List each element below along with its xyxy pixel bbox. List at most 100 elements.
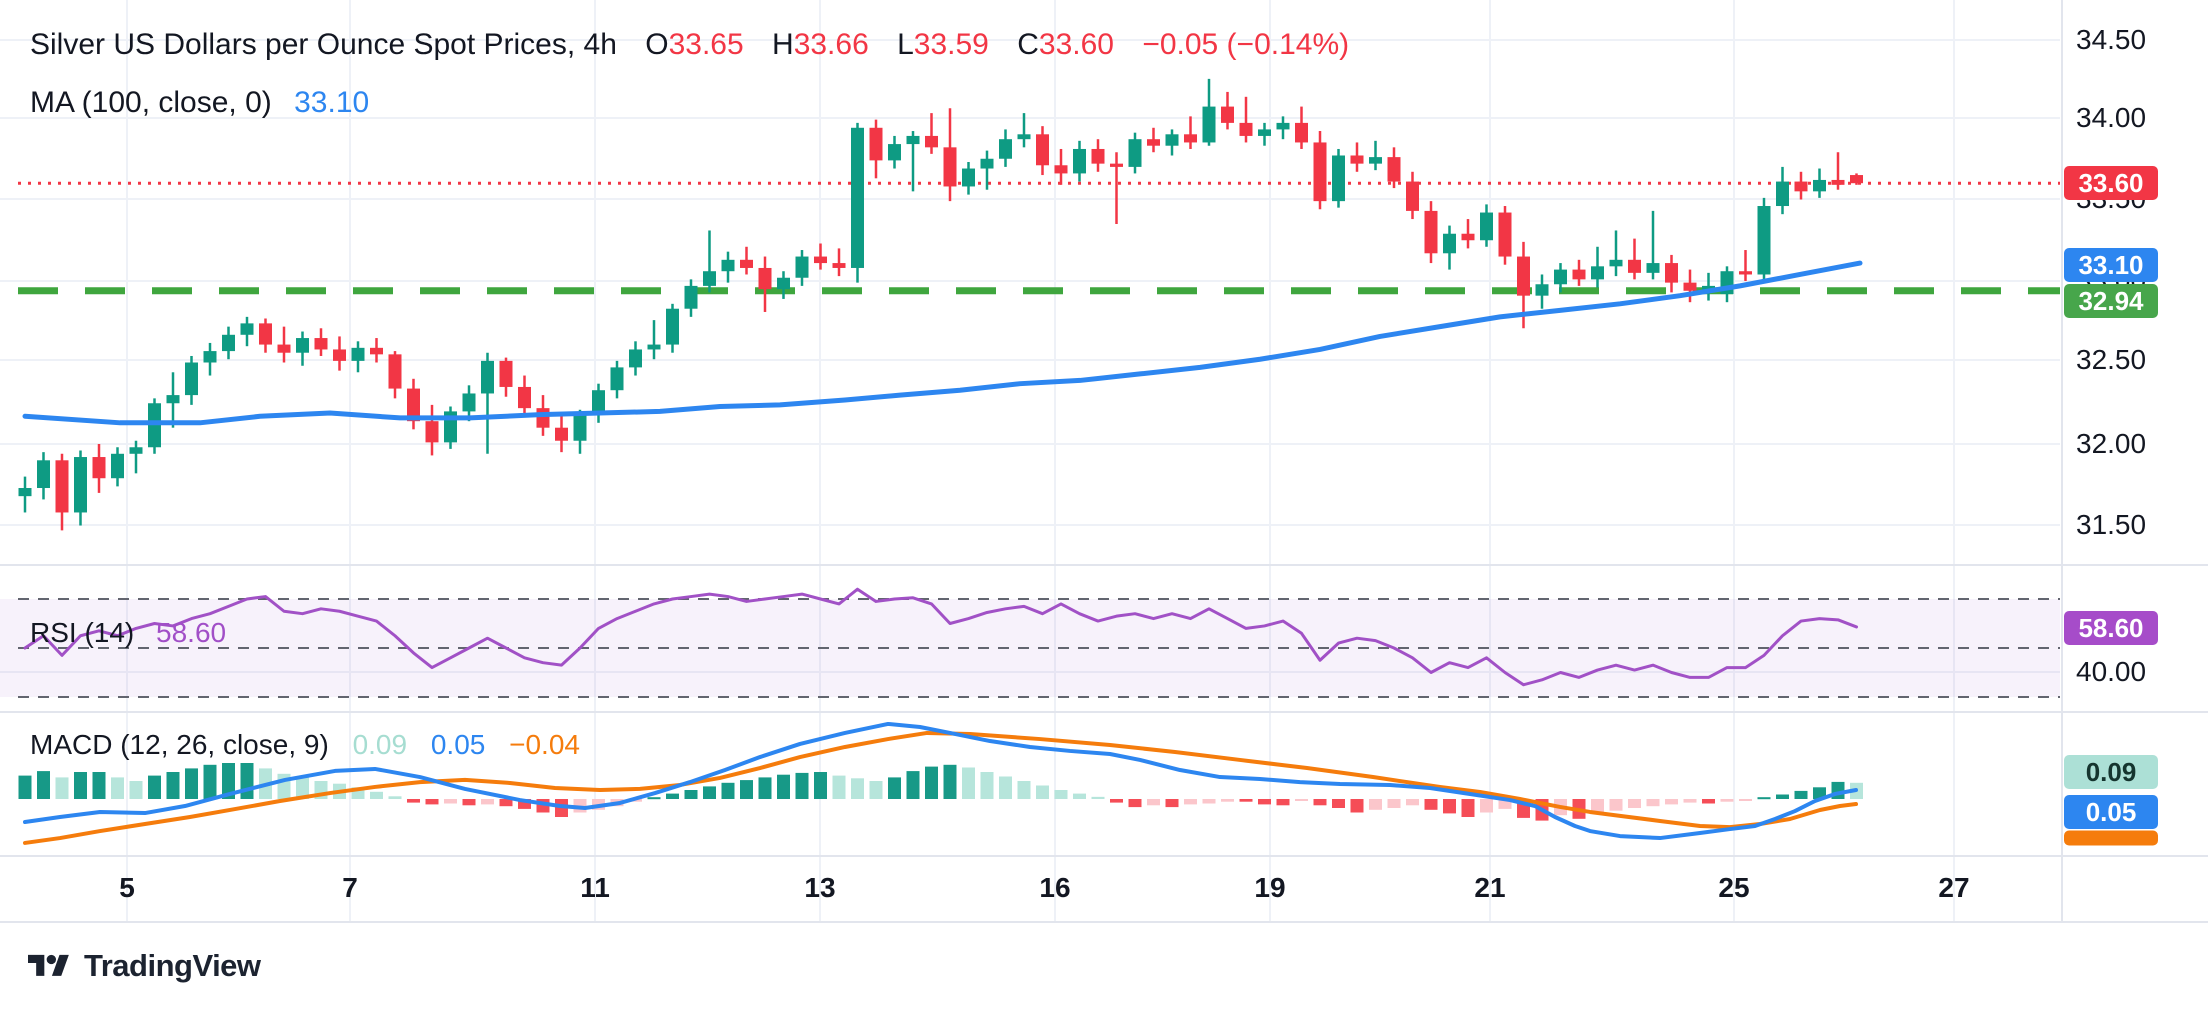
macd-hist-bar-positive — [962, 767, 975, 799]
macd-hist-bar-positive — [943, 764, 957, 799]
candle-up — [851, 127, 864, 268]
time-axis-tick: 25 — [1718, 872, 1750, 903]
last-price-badge: 33.60 — [2064, 166, 2158, 200]
candle-up — [1757, 206, 1771, 275]
candle-up — [1332, 155, 1345, 202]
time-axis-tick: 11 — [580, 872, 610, 903]
macd-hist-bar-positive — [814, 772, 827, 799]
symbol-title: Silver US Dollars per Ounce Spot Prices,… — [30, 28, 617, 61]
macd-hist-bar-positive — [1813, 787, 1826, 799]
macd-hist-bar-positive — [92, 772, 106, 799]
candle-up — [1128, 139, 1142, 167]
macd-hist-bar-positive — [222, 763, 235, 799]
candle-down — [1850, 175, 1863, 184]
macd-hist-bar-positive — [1017, 781, 1031, 799]
candle-down — [1239, 122, 1253, 136]
symbol-legend-row[interactable]: Silver US Dollars per Ounce Spot Prices,… — [30, 28, 1349, 62]
candle-up — [1554, 269, 1567, 285]
macd-hist-bar-negative — [1165, 799, 1179, 808]
macd-main-line — [23, 721, 1858, 841]
candle-up — [962, 168, 975, 187]
macd-hist-bar-positive — [1091, 796, 1105, 799]
candle-up — [610, 367, 624, 391]
macd-hist-bar-positive — [906, 771, 920, 799]
candle-up — [684, 285, 698, 309]
support-level-badge: 32.94 — [2064, 284, 2158, 318]
candle-down — [925, 135, 938, 148]
macd-hist-bar-negative — [1628, 799, 1641, 808]
macd-hist-bar-positive — [666, 793, 679, 799]
candle-down — [1517, 256, 1530, 296]
candle-up — [721, 259, 735, 272]
tradingview-logo-text: TradingView — [84, 948, 261, 983]
candle-up — [980, 158, 994, 169]
macd-signal-value: −0.04 — [509, 729, 580, 760]
candle-up — [1258, 129, 1271, 136]
candle-down — [758, 267, 772, 290]
rsi-legend-row[interactable]: RSI (14) 58.60 — [30, 617, 226, 649]
ma-value-badge: 33.10 — [2064, 248, 2158, 282]
candle-down — [333, 349, 346, 361]
candle-down — [55, 460, 69, 513]
candle-down — [259, 323, 272, 345]
macd-line-value: 0.05 — [430, 729, 486, 760]
candle-down — [869, 127, 883, 161]
open-label: O — [645, 28, 669, 61]
macd-hist-bar-positive — [351, 787, 365, 799]
candle-up — [1776, 181, 1789, 207]
candle-up — [240, 323, 254, 335]
macd-hist-bar-positive — [296, 777, 309, 799]
macd-hist-bar-positive — [721, 782, 735, 799]
macd-hist-bar-positive — [1757, 797, 1771, 800]
candle-up — [203, 351, 217, 363]
candle-down — [1221, 106, 1234, 123]
candle-up — [1535, 284, 1549, 296]
candle-up — [666, 308, 679, 345]
close-label: C — [1017, 28, 1039, 61]
candle-down — [314, 338, 328, 350]
macd-hist-bar-negative — [1406, 799, 1419, 806]
macd-hist-bar-negative — [1443, 799, 1456, 814]
candle-up — [1073, 148, 1086, 174]
macd-hist-bar-negative — [1110, 799, 1123, 803]
macd-hist-bar-negative — [1702, 799, 1715, 804]
price-axis-tick: 32.00 — [2076, 428, 2147, 459]
macd-hist-bar-positive — [1054, 790, 1068, 799]
rsi-label: RSI (14) — [30, 617, 135, 648]
macd-legend-row[interactable]: MACD (12, 26, close, 9) 0.09 0.05 −0.04 — [30, 729, 580, 761]
candle-up — [1646, 263, 1660, 273]
tradingview-logo-icon — [28, 954, 69, 976]
macd-hist-bar-negative — [1295, 799, 1308, 801]
candle-down — [1313, 142, 1327, 202]
candle-up — [129, 447, 143, 454]
macd-hist-bar-negative — [499, 799, 513, 807]
candle-up — [351, 347, 365, 361]
macd-hist-bar-positive — [185, 768, 198, 799]
macd-hist-bar-negative — [1480, 799, 1493, 813]
candle-up — [222, 334, 235, 352]
candle-down — [1665, 263, 1678, 283]
candle-up — [1609, 259, 1623, 267]
macd-hist-bar-negative — [1313, 799, 1327, 806]
candle-down — [425, 421, 439, 443]
candle-up — [1702, 285, 1715, 291]
candle-up — [74, 457, 87, 513]
candle-up — [592, 390, 605, 415]
ma-legend-row[interactable]: MA (100, close, 0) 33.10 — [30, 86, 369, 120]
time-axis-tick: 13 — [804, 872, 836, 903]
low-value: 33.59 — [913, 28, 989, 61]
candle-down — [1628, 259, 1641, 273]
macd-hist-bar-positive — [888, 777, 901, 799]
macd-hist-bar-positive — [758, 777, 772, 799]
ma100-line — [22, 260, 1863, 426]
macd-hist-bar-negative — [1332, 799, 1345, 808]
tradingview-branding[interactable]: TradingView — [28, 948, 261, 984]
candle-up — [111, 453, 124, 479]
macd-hist-bar-positive — [980, 772, 994, 799]
price-axis-tick: 34.50 — [2076, 24, 2147, 55]
macd-hist-bar-positive — [203, 764, 217, 799]
candle-up — [296, 338, 309, 353]
macd-line-badge: 0.05 — [2064, 795, 2158, 829]
candle-down — [832, 263, 846, 268]
